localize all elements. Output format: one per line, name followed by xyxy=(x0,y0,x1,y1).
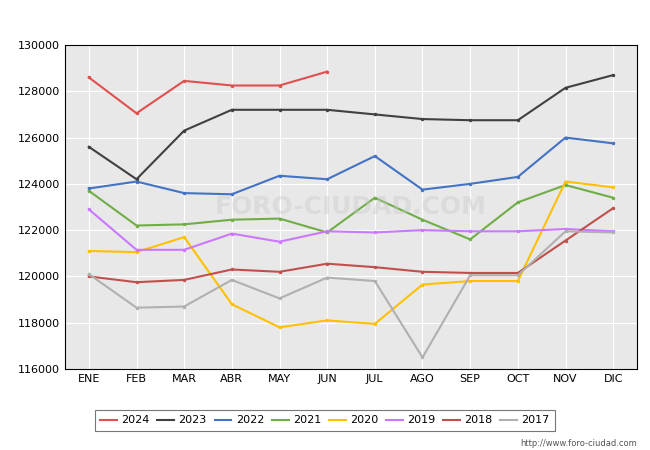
Text: Afiliados en Oviedo a 31/5/2024: Afiliados en Oviedo a 31/5/2024 xyxy=(192,11,458,29)
Legend: 2024, 2023, 2022, 2021, 2020, 2019, 2018, 2017: 2024, 2023, 2022, 2021, 2020, 2019, 2018… xyxy=(95,410,555,431)
Text: FORO-CIUDAD.COM: FORO-CIUDAD.COM xyxy=(215,195,487,219)
Text: http://www.foro-ciudad.com: http://www.foro-ciudad.com xyxy=(520,439,637,448)
